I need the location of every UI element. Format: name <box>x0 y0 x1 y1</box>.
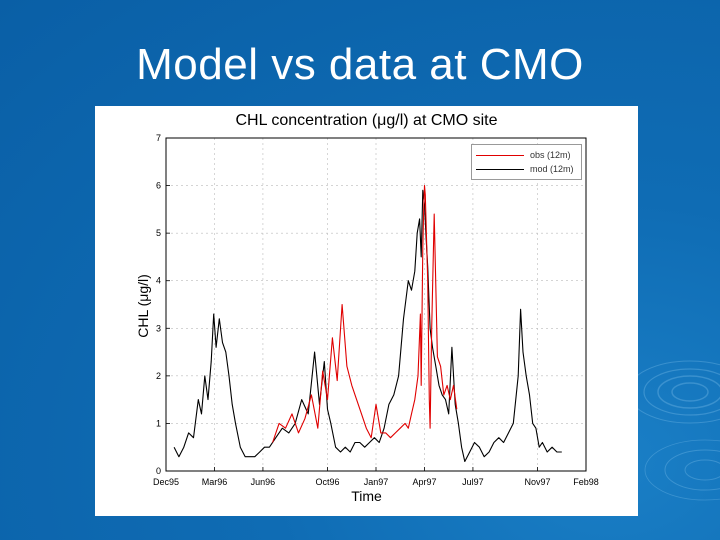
x-tick-label: Mar96 <box>202 477 228 487</box>
x-tick-label: Dec95 <box>153 477 179 487</box>
y-tick-label: 1 <box>156 418 161 428</box>
legend-entry-obs: obs (12m) <box>476 149 571 161</box>
y-axis-label: CHL (μg/l) <box>135 274 151 338</box>
y-tick-label: 5 <box>156 228 161 238</box>
slide-title: Model vs data at CMO <box>136 40 584 89</box>
legend-label-mod: mod (12m) <box>530 164 574 174</box>
chart-figure: 0 1 2 3 4 5 6 7 Dec95 Mar96 Jun96 Oct96 Jan97 Apr97 Ju… <box>95 106 638 516</box>
y-tick-label: 3 <box>156 323 161 333</box>
series-line-mod <box>173 189 562 463</box>
x-tick-label: Jul97 <box>462 477 484 487</box>
x-axis-label: Time <box>351 488 382 504</box>
legend-swatch-obs <box>476 154 524 156</box>
legend-label-obs: obs (12m) <box>530 150 571 160</box>
y-tick-label: 4 <box>156 276 161 286</box>
series-line-obs <box>272 185 458 443</box>
legend-entry-mod: mod (12m) <box>476 163 574 175</box>
chart-title: CHL concentration (μg/l) at CMO site <box>235 112 498 129</box>
x-tick-label: Nov97 <box>525 477 551 487</box>
y-tick-label: 6 <box>156 181 161 191</box>
line-chart: 0 1 2 3 4 5 6 7 Dec95 Mar96 Jun96 Oct96 Jan97 Apr97 Ju… <box>153 133 599 487</box>
legend-swatch-mod <box>476 168 524 170</box>
x-tick-label: Apr97 <box>412 477 436 487</box>
y-tick-label: 0 <box>156 466 161 476</box>
x-tick-label: Jun96 <box>251 477 276 487</box>
x-tick-label: Oct96 <box>316 477 340 487</box>
x-tick-label: Feb98 <box>573 477 599 487</box>
y-tick-label: 7 <box>156 133 161 143</box>
y-tick-label: 2 <box>156 371 161 381</box>
x-tick-label: Jan97 <box>364 477 389 487</box>
chart-legend: obs (12m) mod (12m) <box>471 144 582 180</box>
